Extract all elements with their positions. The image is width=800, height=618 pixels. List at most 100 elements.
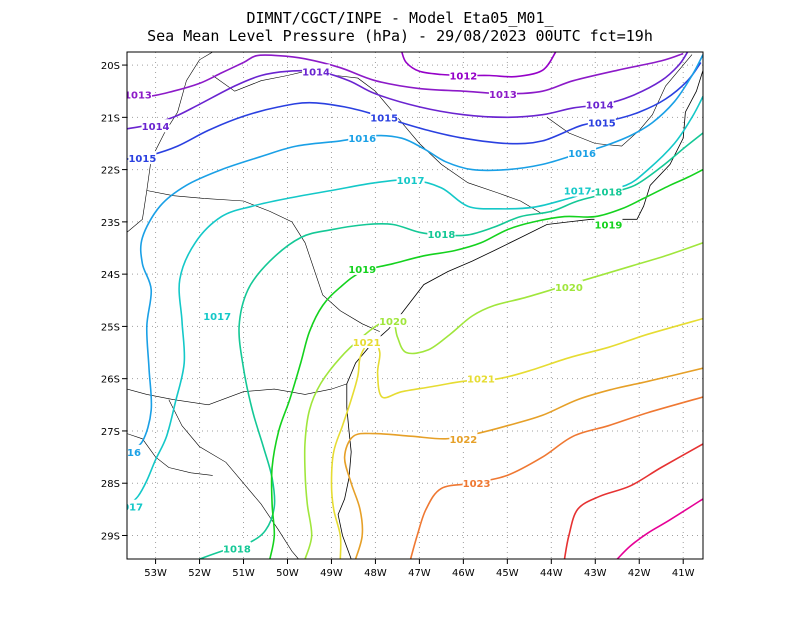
isobar-1017 [127,96,703,508]
isobar-label-1022: 1022 [449,435,477,446]
isobar-label-bg [348,131,377,145]
state-border [127,52,213,233]
isobar-label-bg [594,217,623,231]
isobar-label-1020: 1020 [379,317,407,328]
isobar-lines [127,52,703,559]
isobar-label-bg [127,87,152,101]
isobar-label-1018: 1018 [223,545,251,556]
isobar-1019 [269,168,703,559]
isobar-label-1017: 1017 [203,312,231,323]
x-tick-label: 49W [320,568,343,579]
isobar-1025 [616,498,703,559]
isobar-label-1015: 1015 [588,119,616,130]
isobar-label-bg [396,173,425,187]
state-border [127,433,213,476]
isobar-label-bg [563,183,592,197]
isobar-1014 [127,52,689,130]
isobar-1020 [303,242,703,559]
y-tick-label: 23S [101,218,120,229]
x-tick-label: 53W [144,568,167,579]
isobar-label-bg [222,541,251,555]
isobar-1024 [563,443,703,559]
isobar-label-bg [348,261,377,275]
isobar-label-1017: 1017 [564,187,592,198]
y-tick-label: 22S [101,166,120,177]
state-border [168,399,299,559]
isobar-label-1019: 1019 [348,265,376,276]
isobar-labels: 1012 1013 1013 1014 1014 1014 1015 1015 1015 1016… [113,64,623,556]
isobar-label-1013: 1013 [489,90,517,101]
isobar-label-bg [352,335,381,349]
isobar-label-1015: 1015 [128,154,156,165]
y-tick-label: 28S [101,479,120,490]
isobar-label-bg [127,499,144,513]
isobar-label-bg [127,444,141,458]
isobar-label-1021: 1021 [467,375,495,386]
isobar-label-bg [594,184,623,198]
chart-subtitle: Sea Mean Level Pressure (hPa) - 29/08/20… [147,27,653,45]
isobar-label-bg [128,151,157,165]
isobar-label-bg [370,110,399,124]
isobar-label-1019: 1019 [595,220,623,231]
isobar-1013 [127,52,684,98]
state-border [146,190,244,202]
isobar-label-1018: 1018 [427,230,455,241]
isobar-label-1014: 1014 [142,122,170,133]
x-tick-label: 44W [540,568,563,579]
isobar-label-1017: 1017 [115,503,143,514]
y-tick-label: 24S [101,270,120,281]
isobar-1018 [199,132,703,559]
y-tick-label: 21S [101,113,120,124]
isobar-label-1014: 1014 [586,100,614,111]
x-tick-label: 42W [628,568,651,579]
isobar-label-bg [554,280,583,294]
isobar-label-bg [568,145,597,159]
axis-ticks: 53W 52W 51W 50W 49W 48W 47W 46W 45W 44W 43W 42W 41W 2… [101,61,695,579]
isobar-1015 [127,62,702,160]
y-tick-label: 26S [101,375,120,386]
isobar-label-1020: 1020 [555,283,583,294]
isobar-label-1017: 1017 [397,176,425,187]
isobar-1016 [127,54,703,453]
isobar-label-bg [379,314,408,328]
coastline [337,70,703,559]
x-tick-label: 48W [364,568,387,579]
x-tick-label: 45W [496,568,519,579]
isobar-label-bg [302,64,331,78]
isobar-1022 [343,367,703,559]
plot-frame [126,51,704,560]
isobar-1012 [401,52,557,78]
isobar-label-1016: 1016 [113,448,141,459]
isobar-label-bg [141,119,170,133]
x-tick-label: 46W [452,568,475,579]
x-tick-label: 50W [276,568,299,579]
isobar-label-1012: 1012 [449,72,477,83]
isobar-label-bg [427,226,456,240]
state-border [243,200,380,332]
isobar-label-1016: 1016 [568,149,596,160]
isobar-label-bg [466,371,495,385]
x-tick-label: 51W [232,568,255,579]
isobar-label-1018: 1018 [595,188,623,199]
state-border [212,69,543,215]
isobar-label-bg [449,431,478,445]
isobar-1021 [330,317,703,559]
state-border [127,383,347,406]
y-tick-label: 20S [101,61,120,72]
isobar-label-bg [585,97,614,111]
isobar-label-1016: 1016 [348,134,376,145]
y-tick-label: 29S [101,531,120,542]
x-tick-label: 52W [188,568,211,579]
isobar-label-bg [587,115,616,129]
isobar-1023 [409,396,703,559]
isobar-label-1013: 1013 [124,90,152,101]
y-tick-label: 25S [101,322,120,333]
y-tick-label: 27S [101,427,120,438]
isobar-label-1021: 1021 [353,338,381,349]
isobar-label-bg [203,308,232,322]
x-tick-label: 41W [672,568,695,579]
isobar-label-1014: 1014 [302,67,330,78]
isobar-label-bg [449,68,478,82]
isobar-label-1023: 1023 [463,479,491,490]
